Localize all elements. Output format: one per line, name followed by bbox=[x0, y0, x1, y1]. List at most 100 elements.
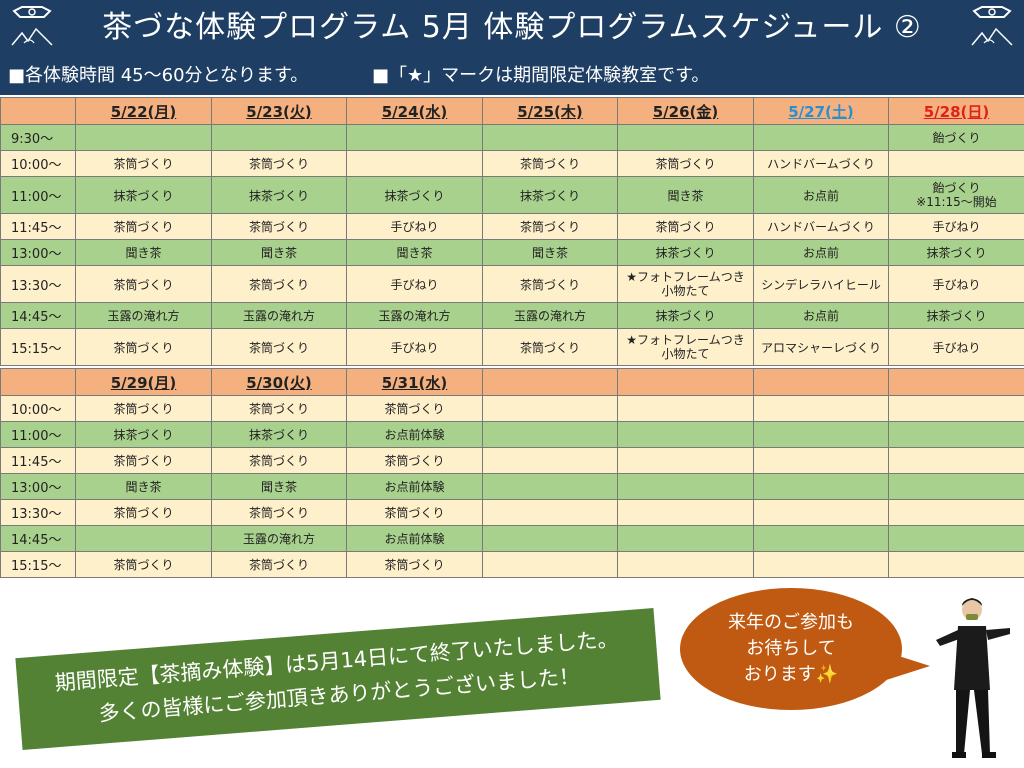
program-cell: シンデレラハイヒール bbox=[753, 265, 889, 303]
bubble-line-2: お待ちして bbox=[746, 638, 836, 659]
empty-slot-cell bbox=[617, 499, 754, 526]
empty-slot-cell bbox=[211, 124, 347, 151]
empty-slot-cell bbox=[75, 124, 212, 151]
program-cell: 抹茶づくり bbox=[482, 176, 618, 214]
program-cell: 聞き茶 bbox=[482, 239, 618, 266]
duration-note: ■各体験時間 45～60分となります。 bbox=[8, 65, 309, 86]
empty-slot-cell bbox=[617, 473, 754, 500]
time-cell: 11:45～ bbox=[0, 213, 76, 240]
limited-note: ■「★」マークは期間限定体験教室です。 bbox=[372, 65, 710, 86]
program-cell: 聞き茶 bbox=[346, 239, 483, 266]
program-cell: 茶筒づくり bbox=[617, 213, 754, 240]
time-cell: 9:30～ bbox=[0, 124, 76, 151]
program-cell: 玉露の淹れ方 bbox=[346, 302, 483, 329]
program-cell: 茶筒づくり bbox=[346, 499, 483, 526]
program-cell: 手びねり bbox=[888, 265, 1024, 303]
program-cell: 茶筒づくり bbox=[211, 447, 347, 474]
time-cell: 15:15～ bbox=[0, 551, 76, 578]
empty-slot-cell bbox=[888, 150, 1024, 177]
program-cell: お点前体験 bbox=[346, 421, 483, 448]
program-cell: アロマシャーレづくり bbox=[753, 328, 889, 366]
empty-slot-cell bbox=[888, 447, 1024, 474]
program-cell: 茶筒づくり bbox=[482, 328, 618, 366]
program-cell: 抹茶づくり bbox=[75, 421, 212, 448]
date-header: 5/30(火) bbox=[211, 368, 347, 396]
empty-slot-cell bbox=[75, 525, 212, 552]
time-cell: 13:00～ bbox=[0, 239, 76, 266]
program-cell: 聞き茶 bbox=[617, 176, 754, 214]
time-cell: 13:30～ bbox=[0, 265, 76, 303]
date-header: 5/25(木) bbox=[482, 97, 618, 125]
schedule-row: 9:30～ 飴づくり bbox=[0, 124, 1024, 151]
empty-slot-cell bbox=[753, 551, 889, 578]
empty-slot-cell bbox=[482, 525, 618, 552]
program-cell: 茶筒づくり bbox=[211, 213, 347, 240]
schedule-row: 15:15～ 茶筒づくり 茶筒づくり 茶筒づくり bbox=[0, 551, 1024, 578]
program-cell: 茶筒づくり bbox=[211, 395, 347, 422]
program-cell: 聞き茶 bbox=[211, 239, 347, 266]
program-cell: お点前 bbox=[753, 239, 889, 266]
schedule-row: 10:00～ 茶筒づくり 茶筒づくり 茶筒づくり bbox=[0, 395, 1024, 422]
program-cell: 手びねり bbox=[888, 328, 1024, 366]
empty-slot-cell bbox=[617, 421, 754, 448]
program-cell: 抹茶づくり bbox=[211, 176, 347, 214]
program-cell: ★フォトフレームつき 小物たて bbox=[617, 328, 754, 366]
schedule-row: 11:45～ 茶筒づくり 茶筒づくり 手びねり 茶筒づくり 茶筒づくり ハンドバームづくり手… bbox=[0, 213, 1024, 240]
empty-slot-cell bbox=[753, 447, 889, 474]
program-cell: 飴づくり bbox=[888, 124, 1024, 151]
empty-slot-cell bbox=[753, 124, 889, 151]
program-cell: 抹茶づくり bbox=[346, 176, 483, 214]
program-cell: 茶筒づくり bbox=[346, 447, 483, 474]
time-cell: 11:00～ bbox=[0, 176, 76, 214]
empty-slot-cell bbox=[753, 473, 889, 500]
program-cell: 茶筒づくり bbox=[75, 447, 212, 474]
schedule-table-week2: 5/29(月) 5/30(火) 5/31(水) 10:00～ 茶筒づくり 茶筒づくり 茶筒… bbox=[0, 368, 1024, 578]
empty-slot-cell bbox=[617, 124, 754, 151]
empty-slot-cell bbox=[482, 473, 618, 500]
program-cell: お点前体験 bbox=[346, 473, 483, 500]
empty-slot-cell bbox=[753, 525, 889, 552]
program-cell: 抹茶づくり bbox=[75, 176, 212, 214]
bubble-line-1: 来年のご参加も bbox=[728, 612, 854, 633]
program-cell: 聞き茶 bbox=[75, 239, 212, 266]
time-cell: 13:30～ bbox=[0, 499, 76, 526]
empty-slot-cell bbox=[888, 551, 1024, 578]
empty-slot-cell bbox=[888, 395, 1024, 422]
program-cell: 茶筒づくり bbox=[75, 551, 212, 578]
empty-slot-cell bbox=[482, 499, 618, 526]
empty-slot-cell bbox=[888, 421, 1024, 448]
empty-slot-cell bbox=[888, 473, 1024, 500]
schedule-row: 10:00～ 茶筒づくり 茶筒づくり 茶筒づくり 茶筒づくり ハンドバームづくり bbox=[0, 150, 1024, 177]
date-header-row: 5/29(月) 5/30(火) 5/31(水) bbox=[0, 368, 1024, 396]
program-cell: 茶筒づくり bbox=[75, 213, 212, 240]
empty-slot-cell bbox=[482, 395, 618, 422]
date-header: 5/24(水) bbox=[346, 97, 483, 125]
empty-slot-cell bbox=[346, 124, 483, 151]
tea-logo-icon bbox=[11, 6, 53, 46]
time-cell: 15:15～ bbox=[0, 328, 76, 366]
time-cell: 11:00～ bbox=[0, 421, 76, 448]
empty-slot-cell bbox=[753, 421, 889, 448]
page-title: 茶づな体験プログラム 5月 体験プログラムスケジュール ② bbox=[102, 10, 922, 45]
program-cell: 茶筒づくり bbox=[482, 213, 618, 240]
program-cell: 茶筒づくり bbox=[75, 395, 212, 422]
program-cell: 茶筒づくり bbox=[482, 150, 618, 177]
schedule-row: 13:30～ 茶筒づくり 茶筒づくり 手びねり 茶筒づくり ★フォトフレームつき 小物たてシ… bbox=[0, 265, 1024, 303]
program-cell: 抹茶づくり bbox=[888, 302, 1024, 329]
date-header: 5/23(火) bbox=[211, 97, 347, 125]
program-cell: 飴づくり ※11:15～開始 bbox=[888, 176, 1024, 214]
schedule-row: 15:15～ 茶筒づくり 茶筒づくり 手びねり 茶筒づくり ★フォトフレームつき 小物たてア… bbox=[0, 328, 1024, 366]
notice-banner: 期間限定【茶摘み体験】は5月14日にて終了いたしました。 多くの皆様にご参加頂き… bbox=[15, 608, 661, 750]
program-cell: お点前体験 bbox=[346, 525, 483, 552]
program-cell: 茶筒づくり bbox=[346, 395, 483, 422]
program-cell: お点前 bbox=[753, 302, 889, 329]
empty-slot-cell bbox=[482, 447, 618, 474]
date-header bbox=[888, 368, 1024, 396]
program-cell: 茶筒づくり bbox=[211, 328, 347, 366]
empty-slot-cell bbox=[753, 499, 889, 526]
program-cell: ハンドバームづくり bbox=[753, 213, 889, 240]
program-cell: 抹茶づくり bbox=[211, 421, 347, 448]
program-cell: 茶筒づくり bbox=[211, 551, 347, 578]
program-cell: 茶筒づくり bbox=[617, 150, 754, 177]
program-cell: 抹茶づくり bbox=[617, 302, 754, 329]
